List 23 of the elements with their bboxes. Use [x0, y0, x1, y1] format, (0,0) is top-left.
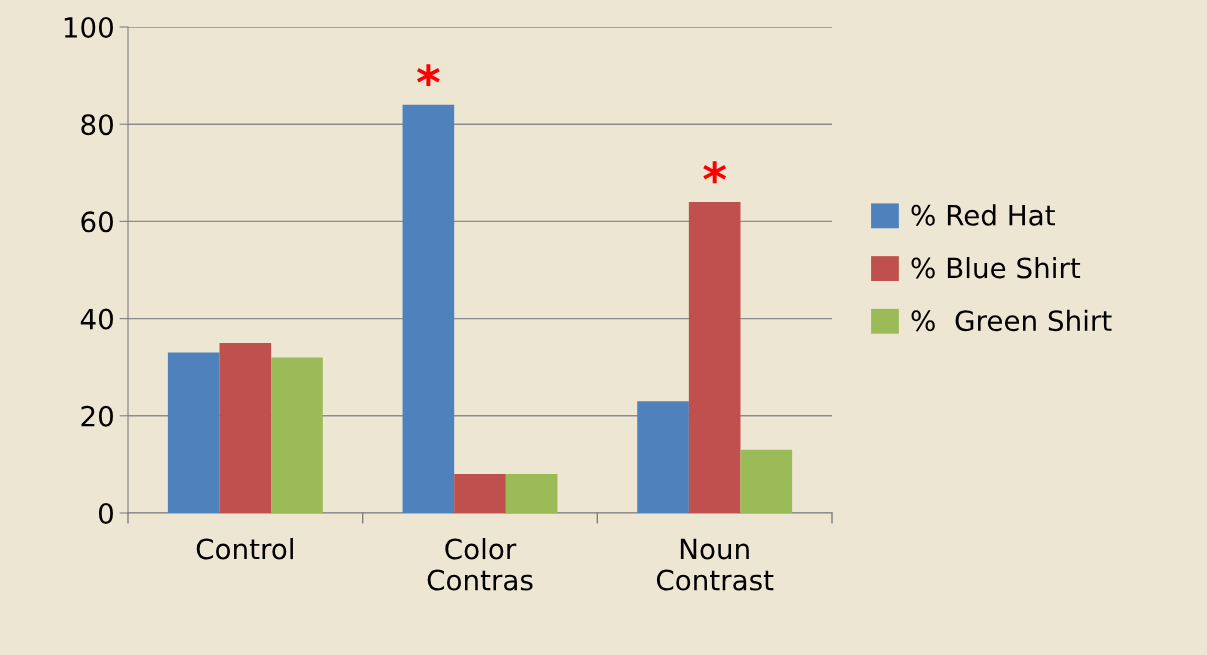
y-tick-label: 0: [98, 502, 113, 524]
bar: [637, 401, 689, 513]
y-tick-label: 40: [80, 308, 113, 330]
annotation: *: [703, 161, 727, 184]
x-tick-label: Control: [196, 538, 293, 560]
legend-label: % Blue Shirt: [911, 256, 1081, 279]
x-tick-label: Noun Contrast: [656, 538, 774, 591]
x-tick-label: Color Contras: [427, 538, 533, 591]
y-tick-label: 60: [81, 211, 113, 233]
y-tick-label: 100: [64, 16, 113, 38]
bar: [167, 352, 220, 513]
bar: [740, 449, 793, 513]
annotation: *: [416, 64, 440, 87]
bar: [271, 357, 323, 513]
y-tick-label: 80: [81, 114, 113, 136]
bar: [219, 342, 272, 513]
legend-label: % Green Shirt: [911, 309, 1112, 332]
bar: [402, 104, 455, 513]
bar: [688, 201, 741, 513]
legend-label: % Red Hat: [911, 204, 1055, 226]
bar: [505, 474, 558, 513]
y-tick-label: 20: [81, 405, 113, 427]
bar: [454, 474, 506, 513]
